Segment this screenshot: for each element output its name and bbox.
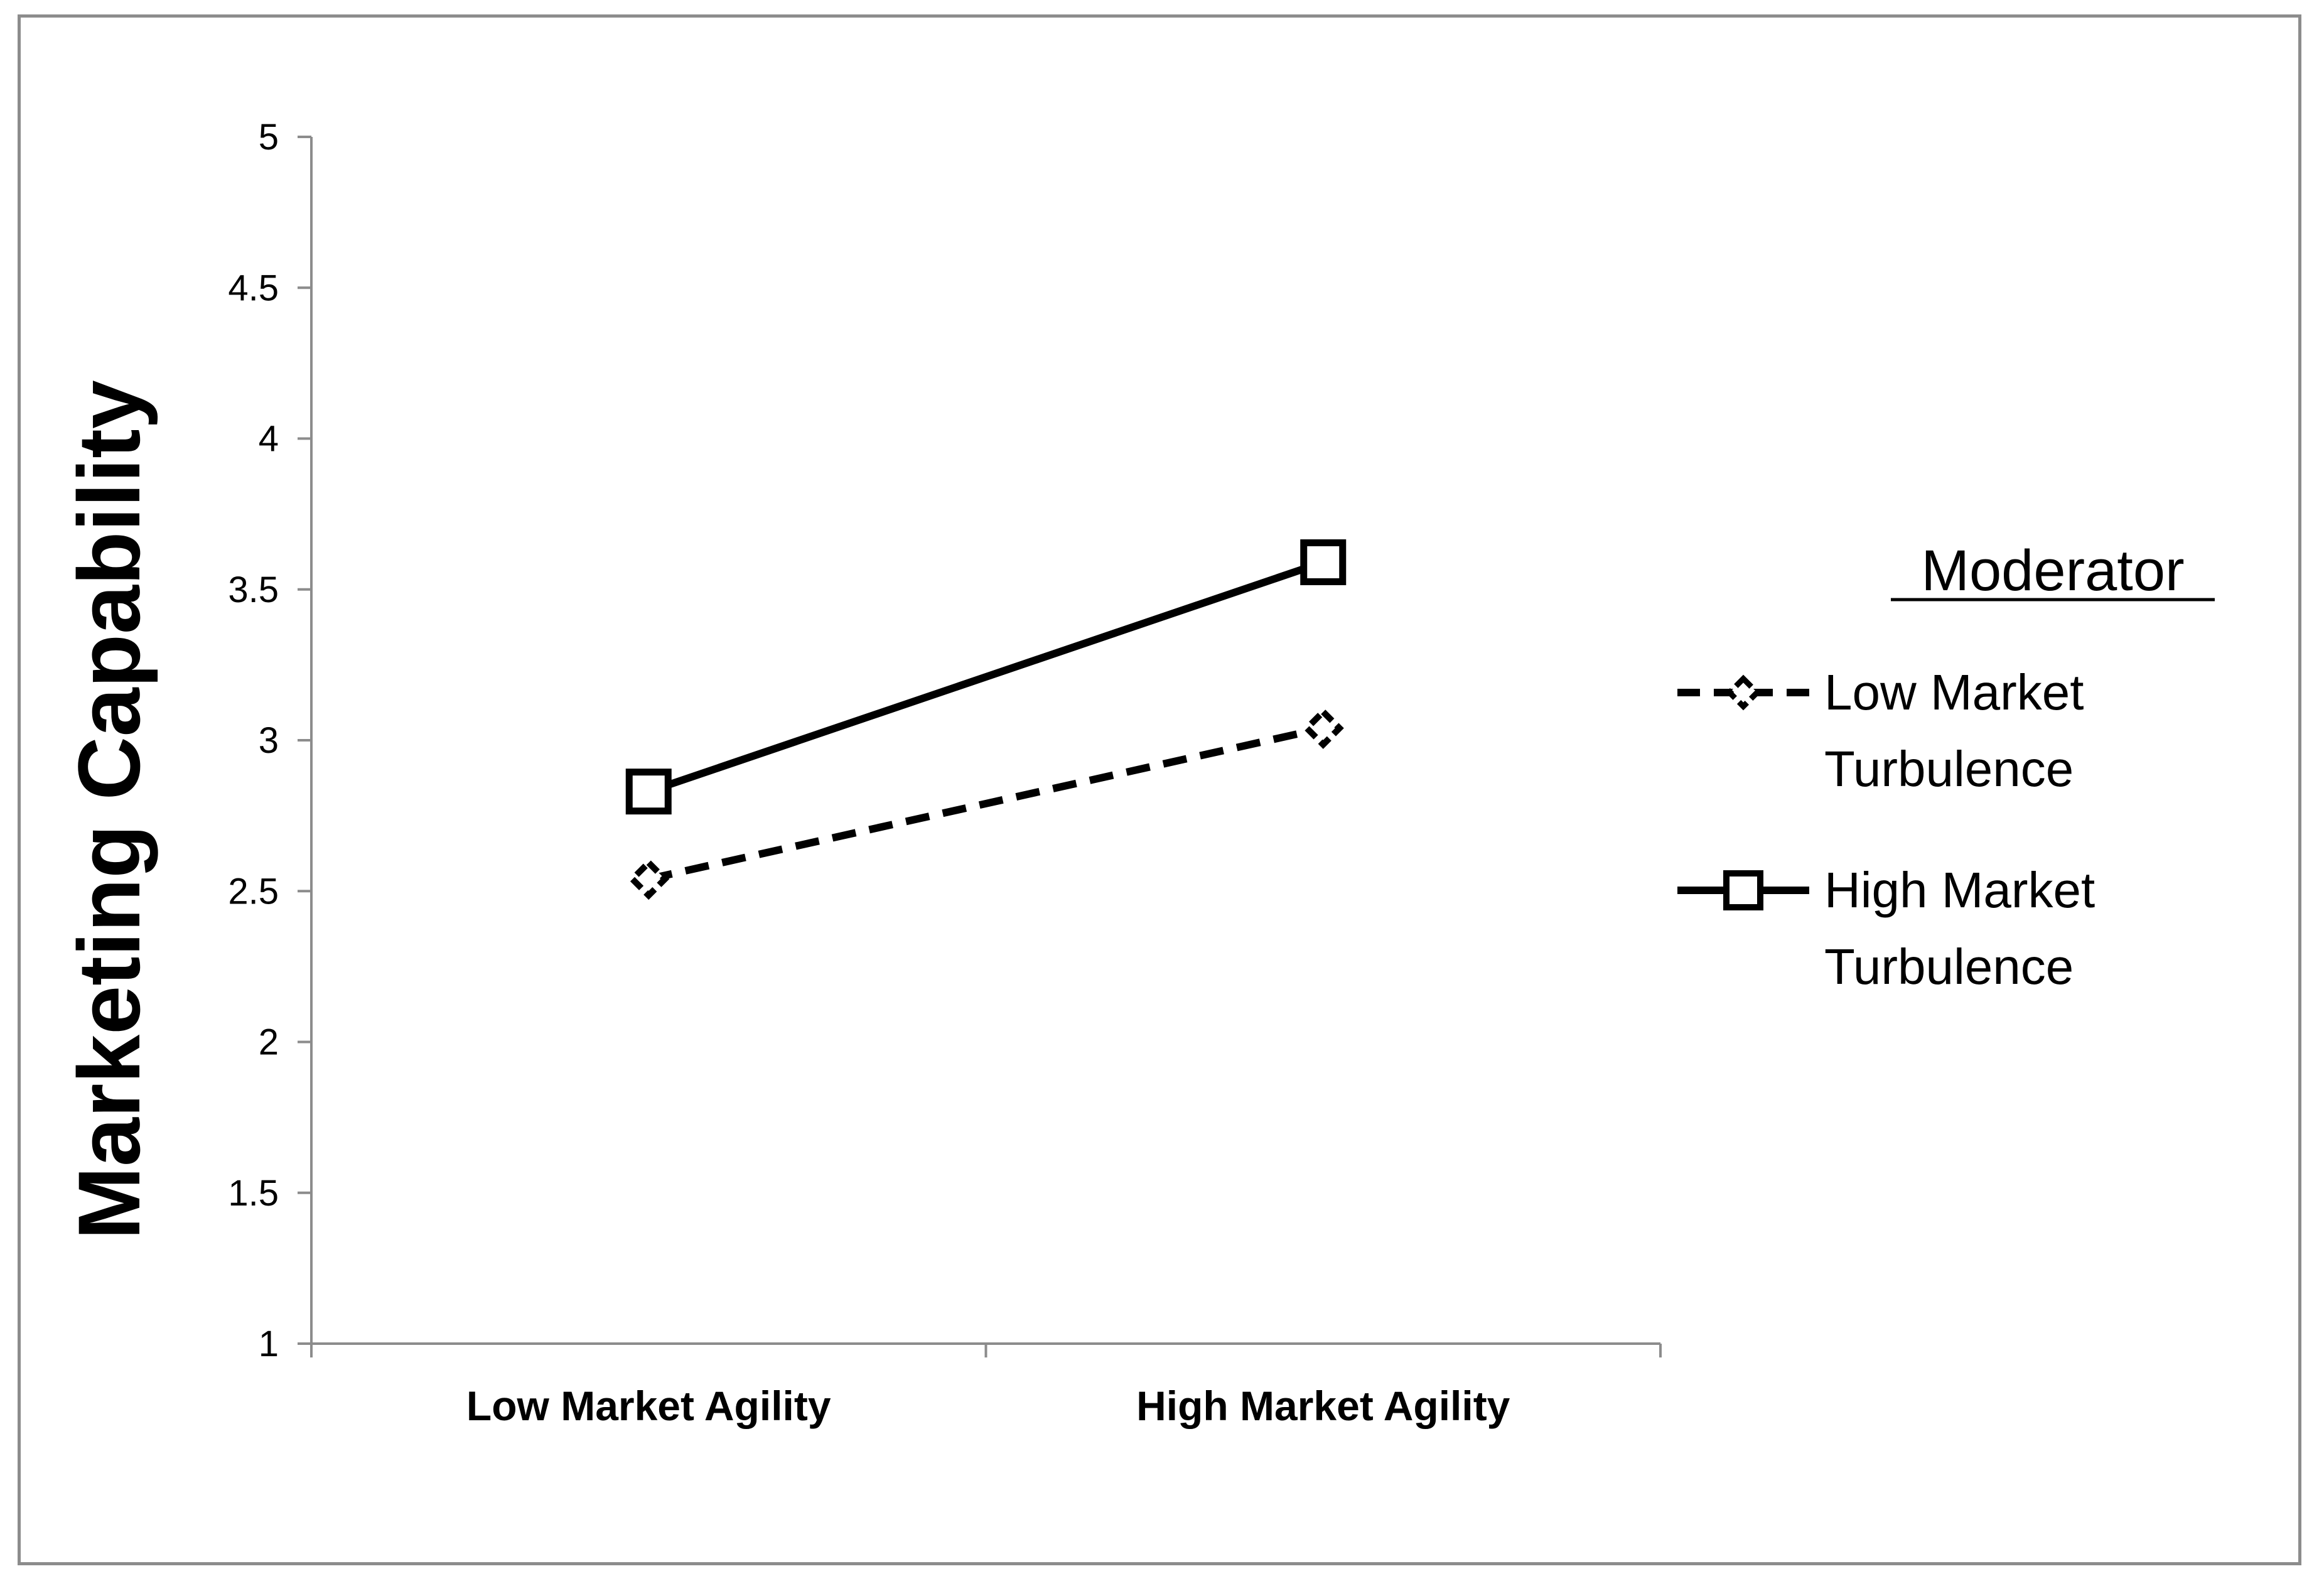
x-tick-label: High Market Agility — [1136, 1383, 1510, 1429]
data-point-diamond — [1302, 707, 1344, 749]
y-tick-label: 3 — [259, 720, 279, 761]
y-tick-label: 4.5 — [228, 267, 279, 308]
legend-diamond-marker — [1725, 674, 1762, 711]
series-line — [647, 724, 1325, 883]
y-axis-title: Marketing Capability — [60, 380, 158, 1239]
data-point-square — [625, 769, 672, 815]
legend-label-line2: Turbulence — [1824, 939, 2074, 995]
y-tick-label: 5 — [259, 117, 279, 158]
y-tick-label: 4 — [259, 419, 279, 460]
legend-label-line1: High Market — [1824, 862, 2095, 918]
series-low-turbulence — [628, 707, 1344, 900]
legend-title: Moderator — [1921, 539, 2184, 603]
y-tick-label: 2 — [259, 1022, 279, 1063]
data-point-diamond — [628, 858, 670, 900]
y-tick-label: 2.5 — [228, 871, 279, 912]
series-high-turbulence — [625, 539, 1347, 815]
y-ticks: 1 1.5 2 2.5 3 3.5 4 4.5 5 — [228, 117, 311, 1364]
data-point-square — [1300, 539, 1347, 586]
legend-label-line1: Low Market — [1824, 664, 2084, 720]
legend-label-line2: Turbulence — [1824, 741, 2074, 797]
legend-entry-low-turbulence: Low Market Turbulence — [1677, 664, 2084, 797]
legend-square-marker — [1723, 870, 1763, 910]
series-line — [647, 558, 1325, 796]
chart-frame — [18, 14, 2301, 1565]
y-tick-label: 1.5 — [228, 1173, 279, 1214]
x-tick-label: Low Market Agility — [466, 1383, 831, 1429]
x-ticks: Low Market Agility High Market Agility — [310, 1344, 1662, 1429]
y-tick-label: 3.5 — [228, 569, 279, 610]
legend-entry-high-turbulence: High Market Turbulence — [1677, 862, 2095, 995]
series-layer — [625, 539, 1347, 900]
y-tick-label: 1 — [259, 1324, 279, 1364]
legend: Moderator Low Market Turbulence High Mar… — [1677, 539, 2215, 995]
